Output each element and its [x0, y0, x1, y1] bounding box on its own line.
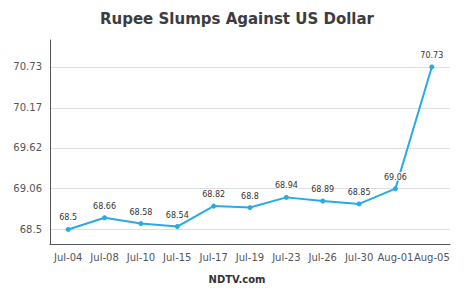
svg-text:70.17: 70.17 — [13, 102, 42, 113]
svg-text:Jul-23: Jul-23 — [271, 252, 300, 263]
svg-text:70.73: 70.73 — [13, 61, 42, 72]
svg-text:68.94: 68.94 — [275, 181, 298, 190]
svg-text:69.62: 69.62 — [13, 142, 42, 153]
svg-text:68.82: 68.82 — [202, 190, 225, 199]
svg-text:Jul-10: Jul-10 — [126, 252, 155, 263]
svg-text:Jul-19: Jul-19 — [235, 252, 264, 263]
svg-text:Jul-04: Jul-04 — [53, 252, 82, 263]
svg-text:68.89: 68.89 — [311, 185, 334, 194]
svg-text:69.06: 69.06 — [13, 183, 42, 194]
svg-text:Jul-17: Jul-17 — [198, 252, 227, 263]
svg-text:68.8: 68.8 — [241, 192, 259, 201]
svg-text:68.54: 68.54 — [166, 211, 189, 220]
svg-text:NDTV.com: NDTV.com — [209, 274, 266, 285]
svg-text:70.73: 70.73 — [420, 51, 443, 60]
svg-text:68.58: 68.58 — [129, 208, 152, 217]
svg-text:Jul-30: Jul-30 — [344, 252, 373, 263]
svg-text:69.06: 69.06 — [384, 173, 407, 182]
svg-text:Jul-08: Jul-08 — [89, 252, 118, 263]
svg-text:68.5: 68.5 — [20, 224, 42, 235]
svg-text:Rupee Slumps Against US Dollar: Rupee Slumps Against US Dollar — [100, 10, 375, 28]
svg-text:Aug-05: Aug-05 — [414, 252, 450, 263]
svg-text:Jul-15: Jul-15 — [162, 252, 191, 263]
svg-text:Jul-26: Jul-26 — [308, 252, 337, 263]
svg-text:Aug-01: Aug-01 — [378, 252, 414, 263]
svg-text:68.66: 68.66 — [93, 202, 116, 211]
svg-text:68.5: 68.5 — [59, 213, 77, 222]
svg-text:68.85: 68.85 — [348, 188, 371, 197]
